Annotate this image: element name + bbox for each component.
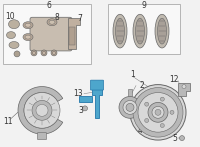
Circle shape: [182, 85, 186, 89]
Text: 1: 1: [131, 70, 135, 79]
Text: 12: 12: [169, 75, 179, 84]
Polygon shape: [68, 18, 80, 49]
Polygon shape: [92, 89, 102, 118]
Circle shape: [170, 110, 174, 114]
Text: 9: 9: [142, 1, 146, 10]
Circle shape: [152, 106, 164, 118]
Circle shape: [52, 51, 56, 54]
FancyBboxPatch shape: [38, 133, 46, 140]
Ellipse shape: [6, 32, 16, 39]
Circle shape: [155, 109, 161, 115]
Text: 10: 10: [5, 12, 15, 21]
Ellipse shape: [25, 23, 31, 27]
Ellipse shape: [9, 42, 19, 49]
Circle shape: [160, 97, 164, 101]
Bar: [128, 89, 132, 96]
Ellipse shape: [133, 14, 147, 48]
Circle shape: [83, 106, 88, 111]
Circle shape: [41, 50, 47, 56]
Polygon shape: [18, 87, 63, 134]
Ellipse shape: [113, 14, 127, 48]
Text: 13: 13: [73, 89, 83, 98]
Circle shape: [138, 92, 178, 132]
Ellipse shape: [158, 18, 166, 44]
Ellipse shape: [23, 22, 33, 29]
Text: 4: 4: [138, 126, 142, 135]
Circle shape: [148, 102, 168, 122]
Circle shape: [180, 136, 184, 141]
Circle shape: [123, 100, 137, 114]
Polygon shape: [178, 83, 190, 96]
Circle shape: [145, 102, 149, 106]
FancyBboxPatch shape: [90, 80, 104, 90]
Circle shape: [42, 51, 46, 54]
Circle shape: [32, 51, 36, 54]
Ellipse shape: [47, 19, 57, 26]
Ellipse shape: [49, 20, 55, 24]
Bar: [3, 4, 91, 64]
Text: 2: 2: [140, 81, 144, 90]
Circle shape: [31, 50, 37, 56]
Ellipse shape: [8, 20, 20, 29]
Circle shape: [14, 51, 20, 57]
Bar: [69, 27, 75, 45]
Text: 8: 8: [55, 13, 59, 22]
Text: 11: 11: [3, 117, 13, 126]
Circle shape: [126, 103, 134, 111]
Polygon shape: [79, 96, 92, 102]
Ellipse shape: [155, 14, 169, 48]
Ellipse shape: [25, 35, 31, 39]
Circle shape: [160, 123, 164, 127]
Ellipse shape: [116, 18, 124, 44]
Bar: [108, 4, 180, 54]
Circle shape: [51, 50, 57, 56]
Circle shape: [36, 104, 48, 116]
Circle shape: [145, 118, 149, 122]
Circle shape: [24, 92, 60, 128]
Ellipse shape: [136, 18, 144, 44]
Circle shape: [130, 85, 186, 140]
Circle shape: [32, 100, 52, 120]
Text: 6: 6: [47, 1, 51, 10]
Text: 7: 7: [78, 14, 82, 23]
Circle shape: [119, 96, 141, 118]
FancyBboxPatch shape: [30, 17, 72, 51]
Ellipse shape: [23, 34, 33, 41]
Text: 3: 3: [79, 106, 83, 115]
Circle shape: [133, 88, 183, 137]
Text: 5: 5: [173, 134, 177, 143]
